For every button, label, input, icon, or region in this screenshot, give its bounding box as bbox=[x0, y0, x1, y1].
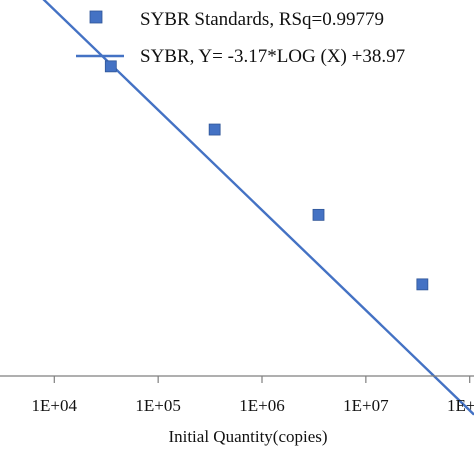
legend: SYBR Standards, RSq=0.99779 SYBR, Y= -3.1… bbox=[76, 9, 405, 67]
x-tick-label: 1E+05 bbox=[135, 396, 180, 415]
legend-entry-standards: SYBR Standards, RSq=0.99779 bbox=[140, 9, 384, 30]
standard-point bbox=[208, 123, 221, 136]
x-tick-label: 1E+07 bbox=[343, 396, 389, 415]
x-tick-label: 1E+06 bbox=[239, 396, 284, 415]
x-axis: 1E+04 1E+05 1E+06 1E+07 1E+08 bbox=[0, 375, 474, 415]
legend-marker-standards bbox=[89, 10, 103, 24]
x-axis-label: Initial Quantity(copies) bbox=[168, 427, 327, 446]
plot-area bbox=[42, 0, 474, 416]
x-tick-label: 1E+08 bbox=[447, 396, 474, 415]
legend-entry-fit: SYBR, Y= -3.17*LOG (X) +38.97 bbox=[140, 46, 405, 67]
standard-point bbox=[312, 208, 325, 221]
regression-line bbox=[42, 0, 474, 416]
x-tick-label: 1E+04 bbox=[32, 396, 78, 415]
standard-point bbox=[416, 278, 429, 291]
standard-point bbox=[104, 60, 117, 73]
